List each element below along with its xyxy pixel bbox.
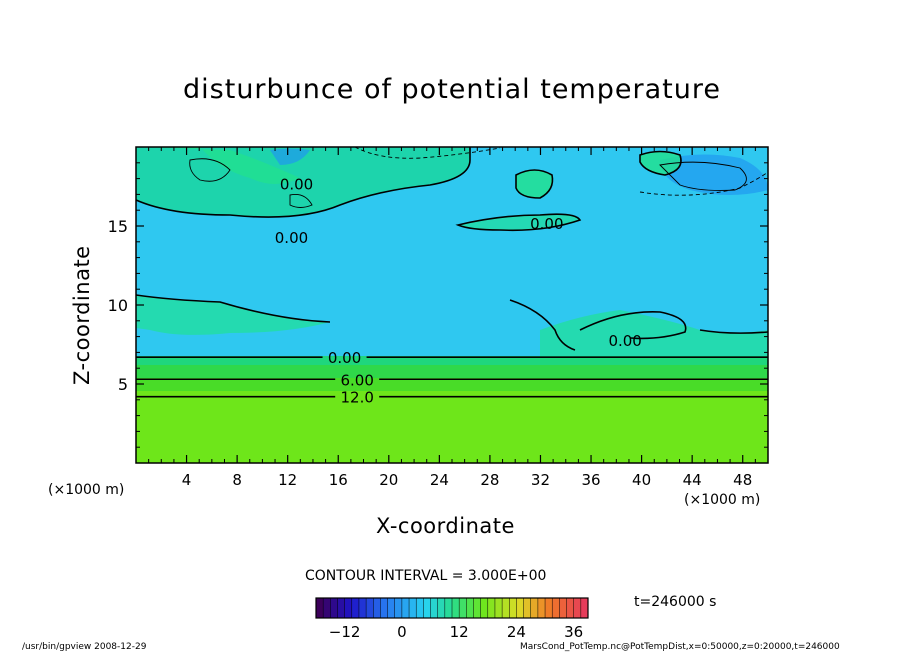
x-tick-label: 12: [278, 471, 297, 489]
colorbar-swatch: [452, 598, 460, 618]
colorbar-tick-label: −12: [329, 623, 361, 641]
colorbar-swatch: [523, 598, 532, 618]
colorbar-swatch: [566, 598, 574, 618]
contour-label: 6.00: [340, 371, 373, 389]
colorbar-tick-label: 24: [507, 623, 526, 641]
colorbar: [315, 597, 589, 619]
colorbar-swatch: [494, 598, 503, 618]
colorbar-swatch: [401, 598, 410, 618]
time-label: t=246000 s: [634, 594, 717, 610]
colorbar-frame: [315, 597, 589, 619]
colorbar-swatch: [509, 598, 517, 618]
colorbar-swatch: [337, 598, 345, 618]
colorbar-swatch: [444, 598, 453, 618]
x-tick-label: 44: [683, 471, 702, 489]
x-axis-label: X-coordinate: [376, 514, 515, 538]
colorbar-swatch: [316, 598, 324, 618]
colorbar-swatch: [537, 598, 546, 618]
x-tick-label: 28: [480, 471, 499, 489]
contour-label-upper: 0.00: [280, 175, 313, 193]
colorbar-swatch: [530, 598, 539, 618]
contour-label-upper: 0.00: [275, 229, 308, 247]
colorbar-swatch: [559, 598, 567, 618]
colorbar-swatch: [330, 598, 338, 618]
colorbar-swatch: [409, 598, 417, 618]
colorbar-swatch: [573, 598, 582, 618]
x-unit-right: (×1000 m): [684, 492, 761, 508]
plot-field: 12.06.00 0.00 0.00 0.00 0.00 0.00: [136, 147, 768, 463]
colorbar-swatch: [502, 598, 510, 618]
chart-title: disturbunce of potential temperature: [183, 74, 721, 105]
colorbar-swatch: [516, 598, 524, 618]
contour-label-upper: 0.00: [530, 215, 563, 233]
colorbar-swatch: [416, 598, 424, 618]
colorbar-swatch: [487, 598, 496, 618]
colorbar-swatch: [366, 598, 374, 618]
contour-interval-label: CONTOUR INTERVAL = 3.000E+00: [305, 568, 547, 584]
x-tick-label: 20: [379, 471, 398, 489]
x-tick-label: 32: [531, 471, 550, 489]
x-tick-label: 16: [329, 471, 348, 489]
footer-right: MarsCond_PotTemp.nc@PotTempDist,x=0:5000…: [520, 642, 840, 652]
colorbar-swatch: [480, 598, 489, 618]
x-tick-label: 8: [232, 471, 242, 489]
colorbar-swatch: [373, 598, 381, 618]
x-unit-left: (×1000 m): [48, 482, 125, 498]
footer-left: /usr/bin/gpview 2008-12-29: [22, 642, 147, 652]
colorbar-swatch: [351, 598, 360, 618]
x-tick-label: 4: [182, 471, 192, 489]
x-tick-label: 36: [581, 471, 600, 489]
colorbar-tick-label: 12: [450, 623, 469, 641]
x-tick-label: 40: [632, 471, 651, 489]
y-tick-label: 5: [118, 375, 128, 394]
colorbar-swatch: [358, 598, 367, 618]
colorbar-swatch: [344, 598, 353, 618]
colorbar-swatch: [430, 598, 438, 618]
y-tick-label: 10: [108, 296, 128, 315]
colorbar-swatch: [380, 598, 388, 618]
x-tick-label: 48: [733, 471, 752, 489]
colorbar-swatch: [473, 598, 481, 618]
colorbar-swatch: [552, 598, 560, 618]
colorbar-swatch: [394, 598, 403, 618]
colorbar-swatch: [459, 598, 467, 618]
colorbar-swatch: [437, 598, 446, 618]
colorbar-tick-label: 0: [397, 623, 407, 641]
colorbar-swatch: [323, 598, 331, 618]
colorbar-swatch: [423, 598, 431, 618]
contour-label: 0.00: [328, 349, 361, 367]
colorbar-swatch: [387, 598, 396, 618]
colorbar-swatch: [545, 598, 553, 618]
colorbar-tick-label: 36: [564, 623, 583, 641]
contour-label: 12.0: [340, 389, 373, 407]
contour-label-upper: 0.00: [608, 332, 641, 350]
y-tick-label: 15: [108, 217, 128, 236]
colorbar-swatch: [466, 598, 474, 618]
x-tick-label: 24: [430, 471, 449, 489]
colorbar-swatch: [580, 598, 589, 618]
